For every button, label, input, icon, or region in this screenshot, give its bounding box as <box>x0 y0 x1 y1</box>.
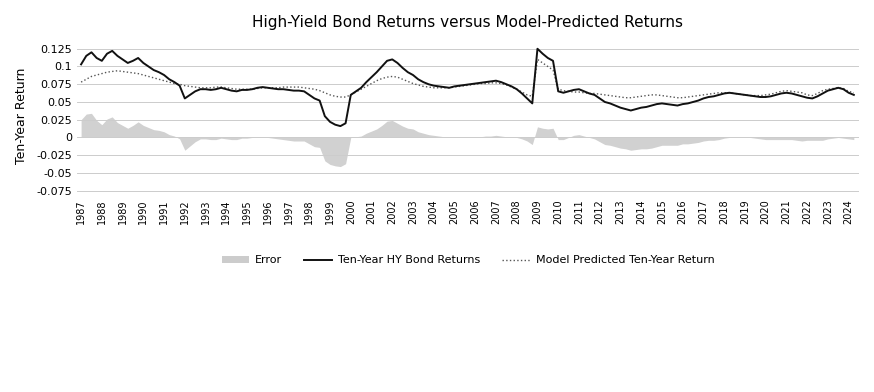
Title: High-Yield Bond Returns versus Model-Predicted Returns: High-Yield Bond Returns versus Model-Pre… <box>253 15 683 30</box>
Legend: Error, Ten-Year HY Bond Returns, Model Predicted Ten-Year Return: Error, Ten-Year HY Bond Returns, Model P… <box>218 251 718 270</box>
Y-axis label: Ten-Year Return: Ten-Year Return <box>15 68 28 164</box>
